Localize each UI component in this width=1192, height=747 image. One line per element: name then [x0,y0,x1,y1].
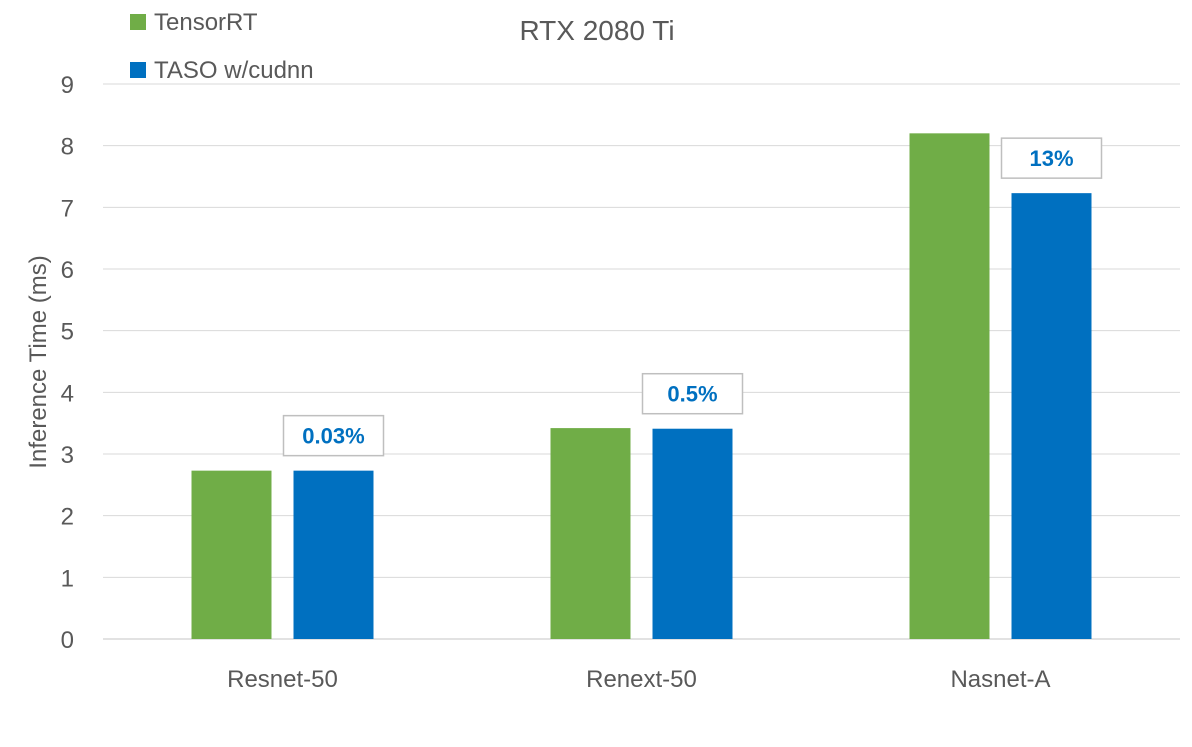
y-tick-label: 4 [61,380,74,407]
legend-label-taso: TASO w/cudnn [154,57,314,84]
bar-resnet-50-taso [293,470,374,639]
legend-swatch-tensorrt [130,14,146,30]
y-tick-label: 0 [61,627,74,654]
y-tick-label: 6 [61,257,74,284]
annotation-label: 0.5% [667,382,717,407]
annotation-label: 13% [1029,146,1073,171]
y-tick-label: 5 [61,319,74,346]
x-axis-ticks: Resnet-50 Renext-50 Nasnet-A [227,666,1050,693]
bars [191,133,1092,640]
chart-title: RTX 2080 Ti [519,15,674,46]
y-tick-label: 2 [61,504,74,531]
y-axis-label: Inference Time (ms) [25,255,52,468]
legend-swatch-taso [130,62,146,78]
legend: TensorRT TASO w/cudnn [130,9,314,84]
annotation-box [282,414,385,457]
y-axis-ticks: 0 1 2 3 4 5 6 7 8 9 [61,72,74,654]
bar-renext-50-tensorrt [550,428,631,639]
annotation-box [641,372,744,415]
x-tick-label: Renext-50 [586,666,697,693]
x-tick-label: Nasnet-A [950,666,1050,693]
legend-label-tensorrt: TensorRT [154,9,258,36]
y-tick-label: 1 [61,565,74,592]
gridlines [103,83,1180,640]
bar-nasnet-a-taso [1011,193,1092,639]
annotation-box [1000,137,1103,179]
x-tick-label: Resnet-50 [227,666,338,693]
bar-nasnet-a-tensorrt [909,133,990,640]
annotation-label: 0.03% [302,424,364,449]
y-tick-label: 9 [61,72,74,99]
bar-resnet-50-tensorrt [191,470,272,639]
y-tick-label: 8 [61,134,74,161]
annotations: 0.03% 0.5% 13% [282,137,1103,457]
y-tick-label: 7 [61,195,74,222]
bar-renext-50-taso [652,428,733,639]
y-tick-label: 3 [61,442,74,469]
